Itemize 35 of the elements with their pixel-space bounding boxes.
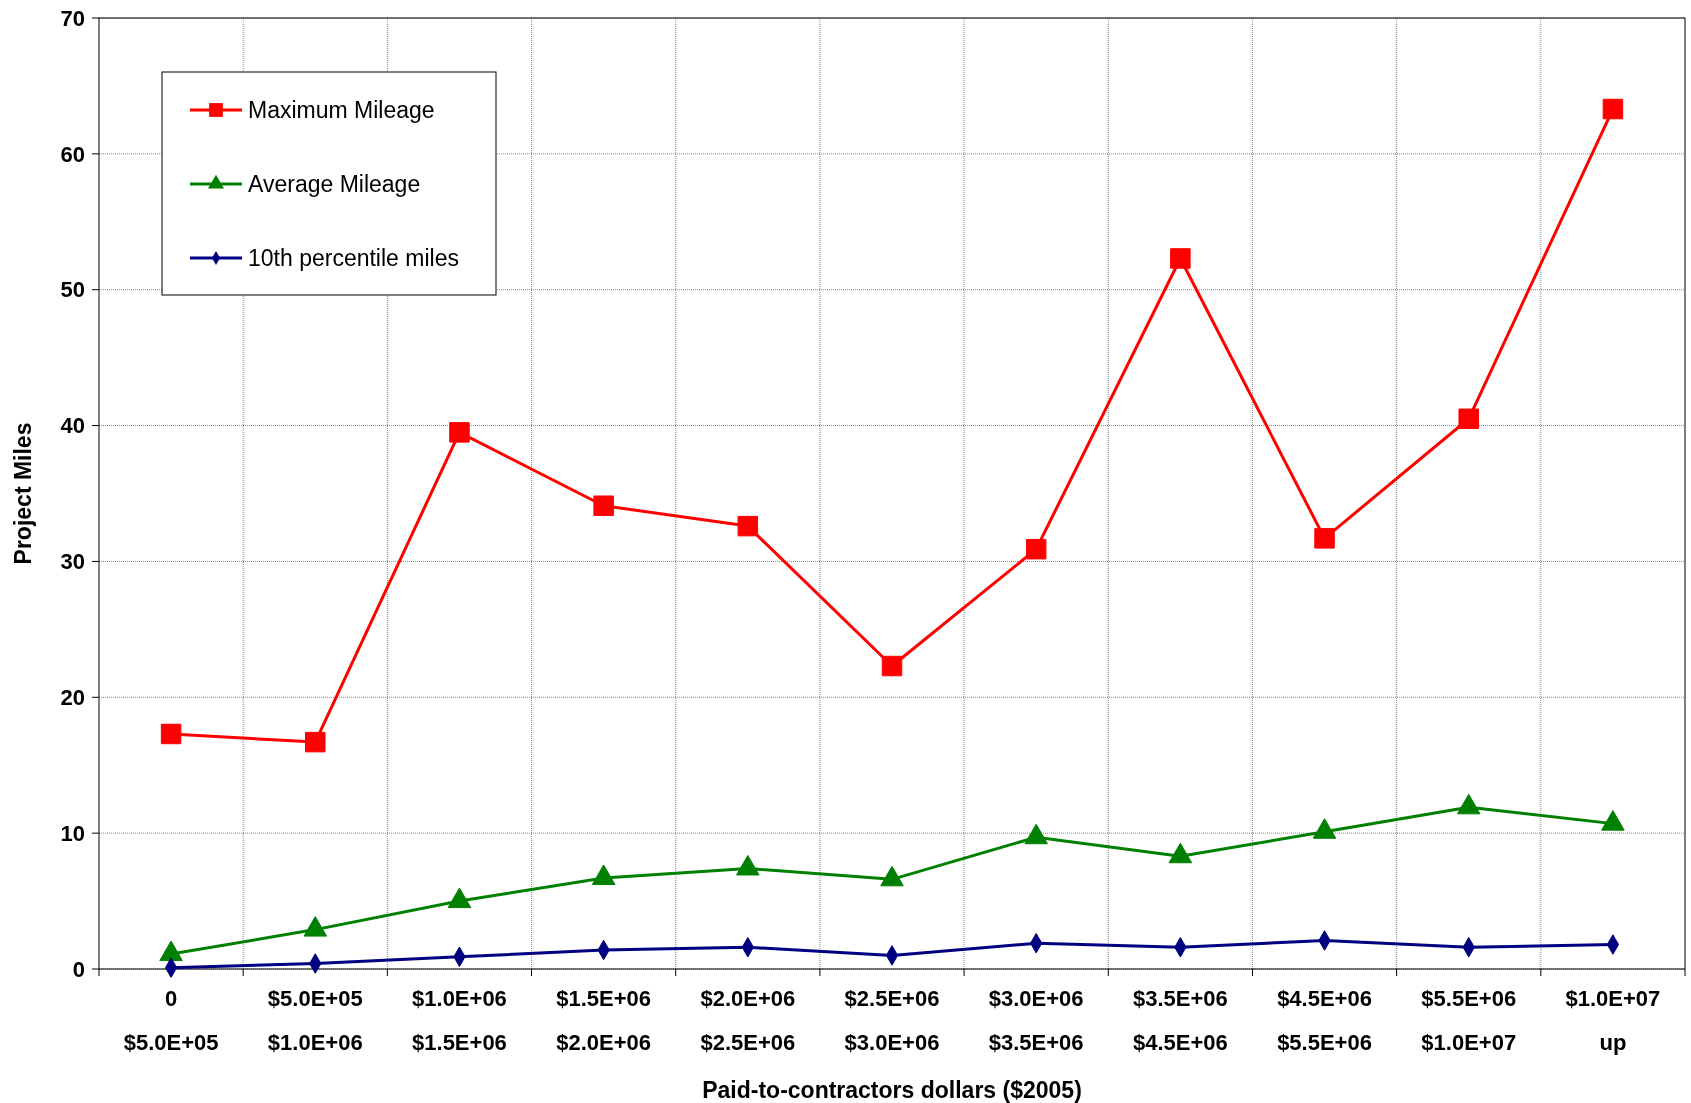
- point: [449, 422, 470, 443]
- y-tick-label: 10: [60, 820, 85, 846]
- x-tick-label: $1.0E+06 $1.5E+06: [412, 986, 507, 1055]
- point: [305, 731, 326, 753]
- point: [160, 723, 182, 745]
- y-tick-label: 0: [72, 956, 85, 982]
- x-tick-label: $2.5E+06 $3.0E+06: [844, 986, 940, 1055]
- point: [1602, 98, 1624, 120]
- x-axis-title: Paid-to-contractors dollars ($2005): [702, 1077, 1082, 1103]
- x-tick-label: $3.0E+06 $3.5E+06: [988, 986, 1084, 1055]
- point: [1170, 248, 1191, 269]
- x-tick-label: $5.0E+05 $1.0E+06: [267, 986, 363, 1055]
- point: [1458, 408, 1479, 430]
- x-tick-label: 0 $5.0E+05: [123, 986, 219, 1055]
- x-tick-label: $3.5E+06 $4.5E+06: [1132, 986, 1228, 1055]
- x-tick-label: $1.5E+06 $2.0E+06: [556, 986, 652, 1055]
- legend-label: Maximum Mileage: [248, 97, 435, 124]
- point: [737, 515, 759, 537]
- y-axis-title: Project Miles: [10, 422, 36, 565]
- y-tick-label: 50: [60, 277, 85, 303]
- point: [1025, 538, 1047, 560]
- x-tick-label: $2.0E+06 $2.5E+06: [700, 986, 796, 1055]
- y-tick-label: 30: [60, 549, 85, 575]
- y-tick-label: 70: [60, 5, 85, 31]
- point: [593, 495, 614, 516]
- x-tick-label: $1.0E+07 up: [1565, 986, 1661, 1055]
- point: [881, 655, 903, 677]
- legend-label: 10th percentile miles: [248, 245, 459, 272]
- y-tick-label: 20: [60, 684, 85, 710]
- x-tick-label: $4.5E+06 $5.5E+06: [1277, 986, 1372, 1055]
- point: [1314, 528, 1335, 549]
- y-tick-label: 40: [60, 413, 85, 439]
- legend-label: Average Mileage: [248, 171, 421, 198]
- y-tick-label: 60: [60, 141, 85, 167]
- x-tick-label: $5.5E+06 $1.0E+07: [1421, 986, 1517, 1055]
